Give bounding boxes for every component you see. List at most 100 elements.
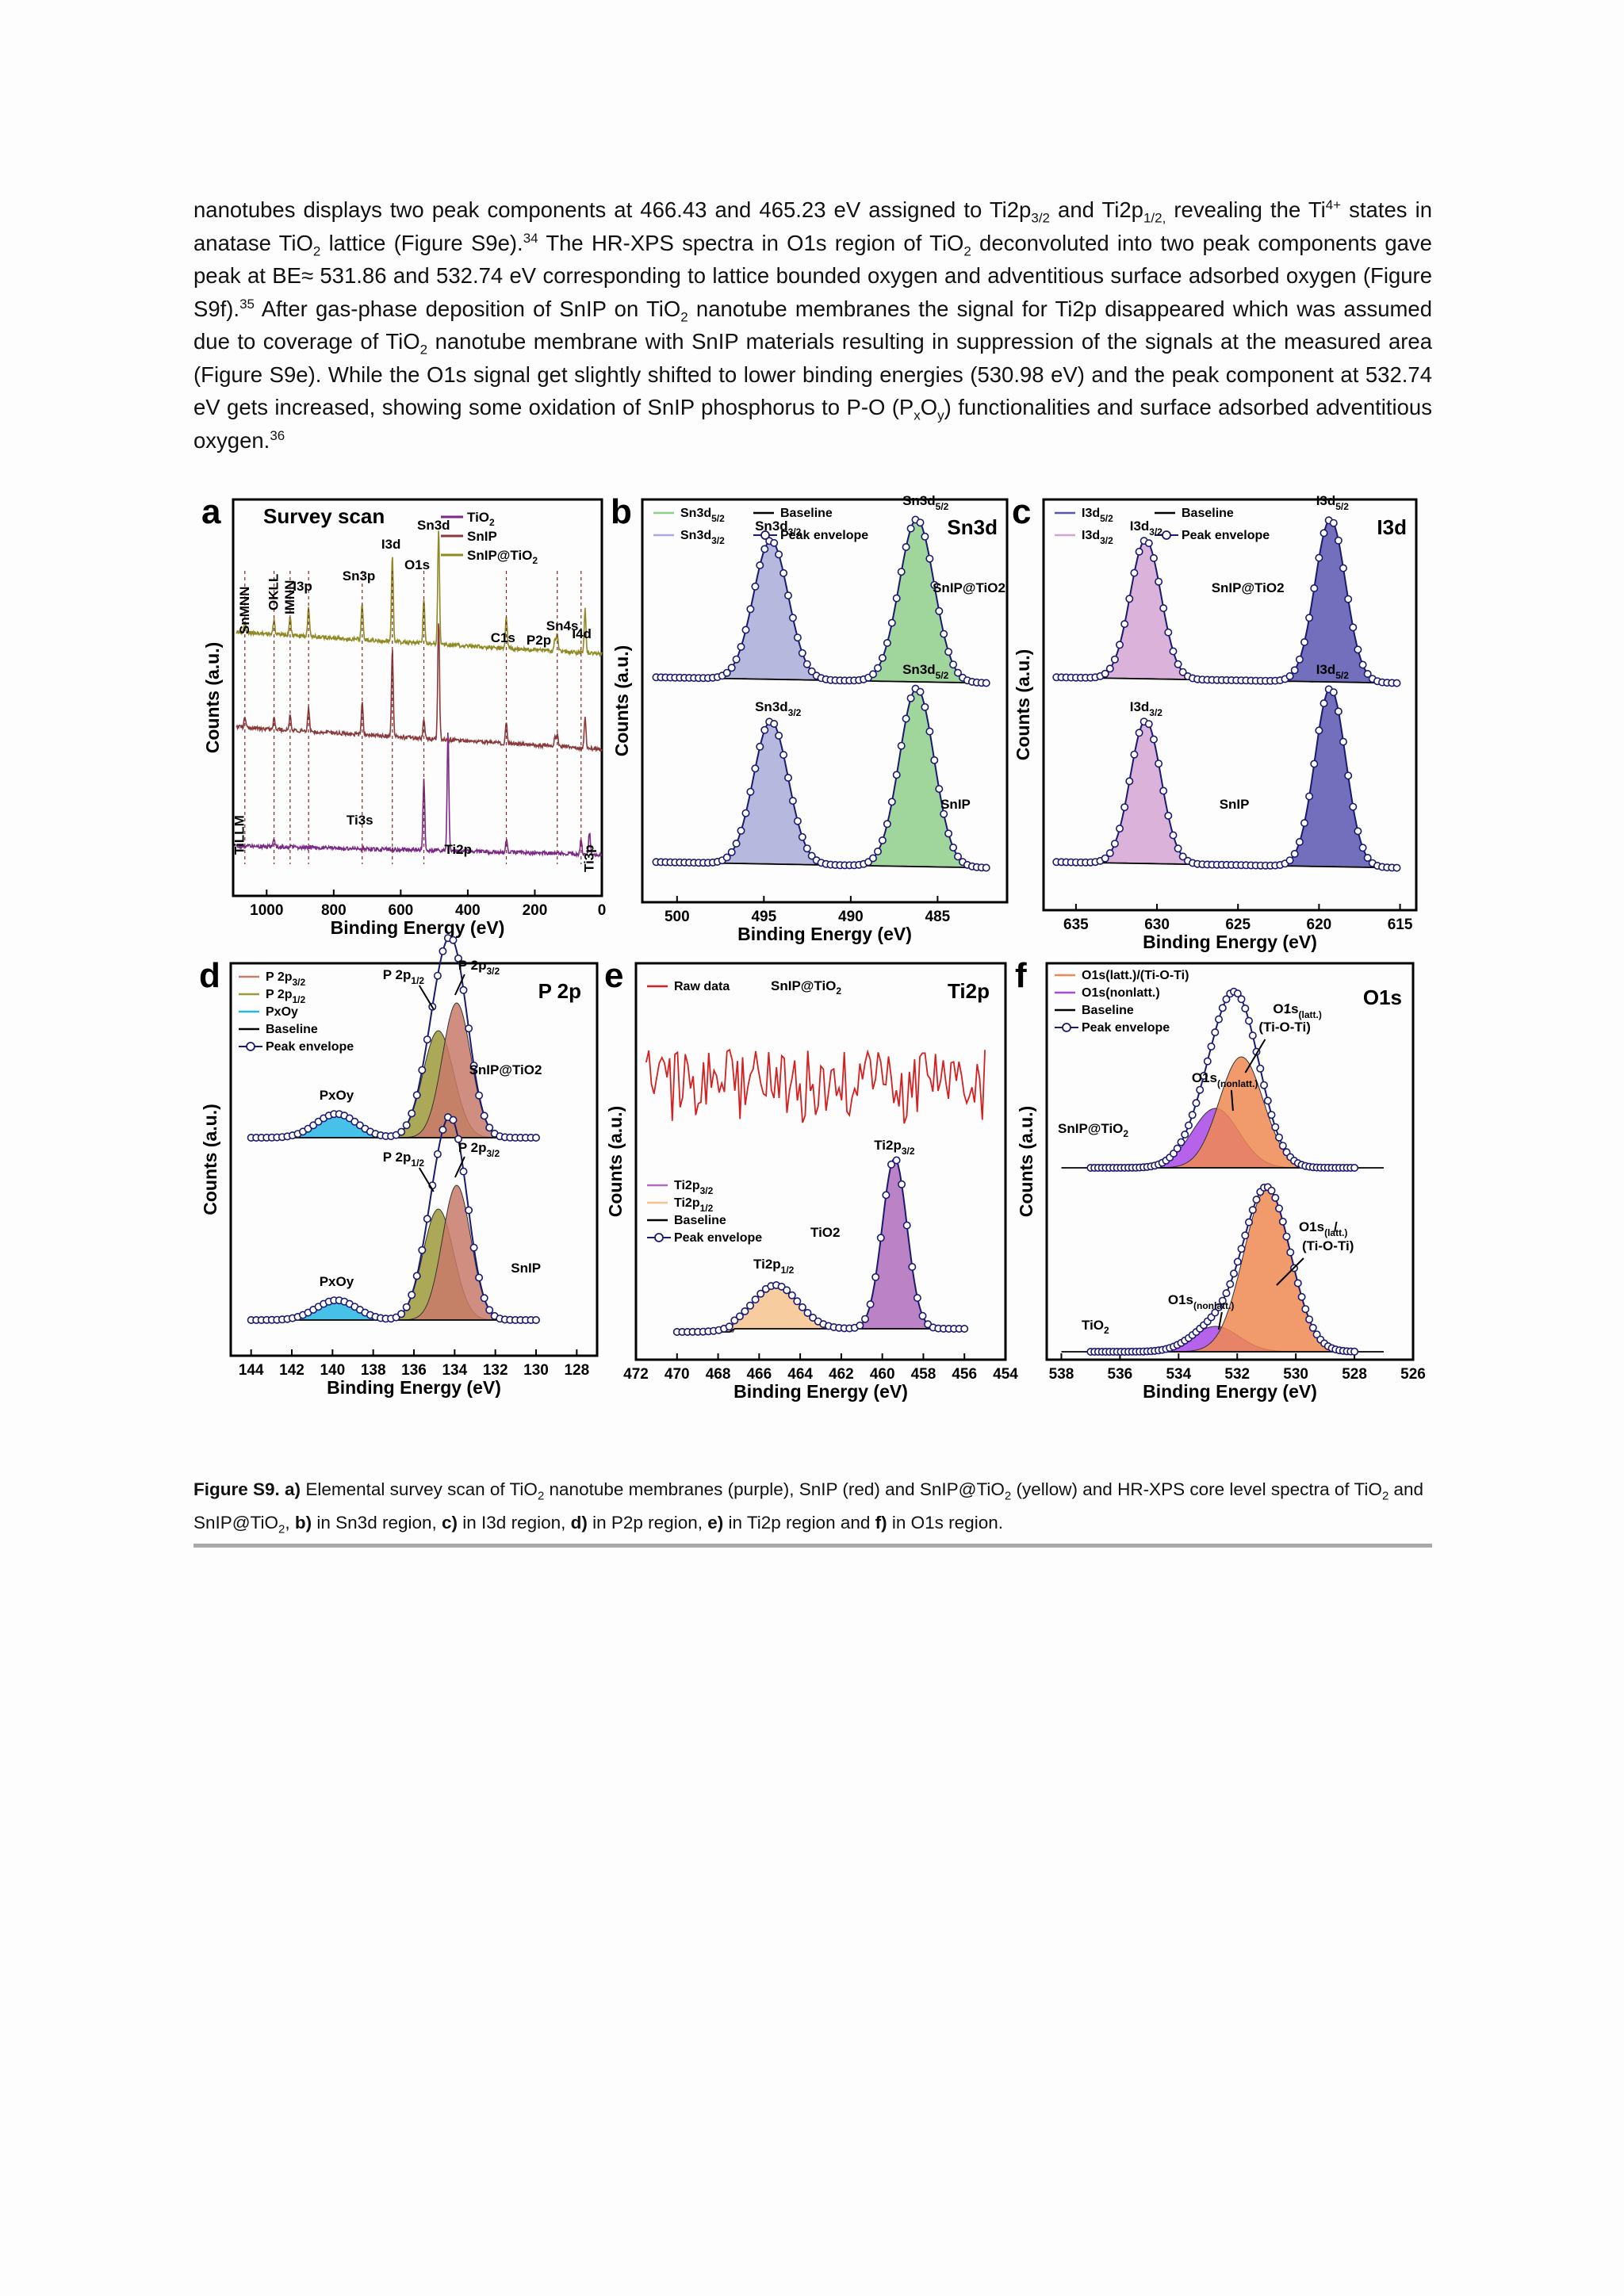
panel-e-envelope-point <box>798 1303 806 1311</box>
panel-b-envelope-point <box>788 797 797 806</box>
panel-b-envelope-point <box>878 836 887 844</box>
panel-c-peak-52 <box>1268 687 1392 868</box>
panel-c-sample-label: SnIP@TiO2 <box>1212 580 1285 595</box>
caption-sub: 2 <box>537 1489 545 1503</box>
panel-d-envelope-point <box>485 1306 494 1314</box>
panel-e-legend-raw-label: Raw data <box>674 980 730 993</box>
panel-d-legend-1-label-sub: 1/2 <box>293 994 306 1005</box>
panel-b-envelope-point <box>916 687 925 696</box>
sample-main: SnIP@TiO <box>1058 1121 1123 1136</box>
panel-c-envelope-point <box>1150 554 1159 563</box>
panel-f-envelope-point <box>1185 1121 1193 1130</box>
panel-c-envelope-point <box>1125 595 1134 603</box>
panel-d-envelope-point <box>449 936 458 944</box>
panel-a-legend-label: TiO2 <box>467 510 495 528</box>
panel-d-legend-1-label-main: P 2p <box>266 988 293 1001</box>
panel-b-envelope-point <box>802 660 811 668</box>
panel-c-envelope-point <box>1300 638 1309 647</box>
para-sub: 2 <box>680 309 688 324</box>
panel-d-title: P 2p <box>538 979 581 1003</box>
panel-d-legend-0-label-sub: 3/2 <box>293 977 306 988</box>
panel-d-arrow <box>454 1156 465 1178</box>
panel-f-envelope-point <box>1256 1064 1265 1073</box>
panel-c-envelope-point <box>1174 844 1182 853</box>
panel-b-envelope-point <box>793 633 802 642</box>
panel-c-envelope-point <box>1290 666 1299 675</box>
panel-c-legend-a-label-main: I3d <box>1082 507 1100 520</box>
panel-b-label-52-sub: 5/2 <box>936 501 949 512</box>
panel-d-arrow <box>454 974 465 996</box>
panel-c-envelope-point <box>1358 844 1367 852</box>
panel-f-envelope-point <box>1192 1099 1201 1108</box>
panel-a-tick-label: 800 <box>321 902 347 919</box>
panel-c-envelope-point <box>1164 811 1173 820</box>
panel-c-envelope-point <box>1144 539 1153 548</box>
panel-f-label-nonlatt-main: O1s <box>1192 1070 1217 1085</box>
panel-c-envelope-point <box>1358 660 1367 669</box>
panel-e-envelope-point <box>783 1286 791 1295</box>
panel-b-envelope-point <box>925 727 934 736</box>
panel-c-tick-label: 630 <box>1144 916 1170 933</box>
panel-a-tick-label: 200 <box>523 902 548 919</box>
panel-d-envelope-point <box>309 1121 318 1130</box>
panel-c-envelope-point <box>1155 577 1163 586</box>
panel-c-envelope-point <box>1349 623 1358 632</box>
panel-e-ylabel: Counts (a.u.) <box>605 1106 626 1218</box>
panel-f-envelope-point <box>1170 1149 1178 1158</box>
panel-d-legend-3-label: Baseline <box>266 1023 318 1036</box>
panel-d-label-p32: P 2p3/2 <box>458 1140 500 1159</box>
caption-label: Figure S9. <box>193 1479 280 1499</box>
panel-f-envelope-point <box>1275 1133 1284 1142</box>
caption-key: c) <box>442 1513 458 1533</box>
panel-c-label-52: I3d5/2 <box>1316 493 1350 512</box>
para-text: nanotube membrane with SnIP materials re… <box>193 329 1432 419</box>
panel-e-legend-1-label-sub: 1/2 <box>700 1203 714 1214</box>
panel-f-envelope-point <box>1215 1303 1224 1311</box>
panel-f-label-nonlatt-sub: (nonlatt.) <box>1217 1078 1258 1089</box>
panel-b-envelope-point <box>756 561 764 570</box>
panel-b-envelope-point <box>982 679 990 687</box>
panel-e-label-32-main: Ti2p <box>874 1138 902 1153</box>
panel-f-envelope-point <box>1271 1123 1280 1131</box>
panel-c-legend-b-label-main: I3d <box>1082 529 1100 542</box>
panel-f-envelope-point <box>1207 1042 1216 1050</box>
panel-b-envelope-point <box>883 820 891 828</box>
panel-d-envelope-point <box>459 1167 468 1176</box>
panel-e-xlabel: Binding Energy (eV) <box>733 1381 908 1402</box>
panel-c-legend-c-label: Baseline <box>1182 507 1234 520</box>
panel-d-label-p12-sub: 1/2 <box>411 975 424 986</box>
panel-e-envelope-point <box>871 1272 880 1281</box>
panel-d-label-pxoy: PxOy <box>320 1274 354 1289</box>
panel-f-tick-label: 536 <box>1108 1366 1133 1383</box>
panel-c-label-32-main: I3d <box>1130 699 1150 714</box>
panel-c-envelope-point <box>1344 595 1353 603</box>
panel-d-sample-label: SnIP@TiO2 <box>469 1062 542 1077</box>
panel-a-series-2 <box>236 530 603 658</box>
panel-d-envelope-point <box>454 1135 462 1143</box>
caption-text: , <box>285 1513 295 1533</box>
panel-c-tick-label: 635 <box>1063 916 1089 933</box>
panel-f-arrow <box>1276 1257 1304 1286</box>
panel-e-legend-2-label-main: Baseline <box>674 1214 726 1227</box>
panel-f-envelope-point <box>1267 1111 1276 1119</box>
panel-b-envelope-point <box>741 809 750 817</box>
panel-b-envelope-point <box>802 844 811 853</box>
panel-f-envelope-point <box>1233 989 1242 998</box>
panel-d-tick-label: 132 <box>483 1362 508 1379</box>
panel-c-envelope-point <box>1169 831 1178 840</box>
panel-f-envelope-point <box>1218 1004 1227 1012</box>
panel-c-envelope-point <box>1339 737 1348 746</box>
panel-c-envelope-point <box>1110 655 1119 664</box>
panel-b-envelope-point <box>873 664 882 672</box>
panel-d-tick-label: 136 <box>401 1362 427 1379</box>
panel-f-envelope-point <box>1222 995 1231 1004</box>
panel-e-frame <box>634 962 1007 1361</box>
panel-a-label-i4d: I4d <box>572 626 592 641</box>
panel-e-label-32: Ti2p3/2 <box>874 1138 915 1157</box>
panel-d-envelope-point <box>439 947 447 955</box>
panel-e-tick-label: 472 <box>623 1366 649 1383</box>
panel-c-envelope-point <box>1101 669 1109 678</box>
caption-key: b) <box>294 1513 312 1533</box>
panel-e-tick-label: 462 <box>829 1366 854 1383</box>
panel-f-envelope-point <box>1211 1028 1220 1037</box>
